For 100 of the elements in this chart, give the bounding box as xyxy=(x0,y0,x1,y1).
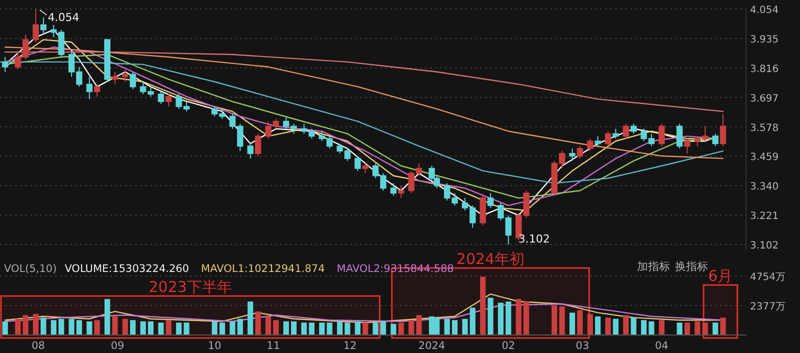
bar xyxy=(506,301,512,335)
bar xyxy=(372,322,378,335)
x-tick-label: 10 xyxy=(208,340,222,352)
band-label: 2023下半年 xyxy=(148,278,232,296)
bar xyxy=(577,310,583,335)
bar xyxy=(166,320,172,335)
x-tick-label: 08 xyxy=(32,340,46,352)
bar xyxy=(219,322,226,335)
bar xyxy=(720,318,726,335)
bar xyxy=(380,321,386,335)
bar xyxy=(694,321,700,335)
bar xyxy=(648,321,654,335)
line-series xyxy=(4,46,724,160)
bar xyxy=(462,318,468,335)
bar xyxy=(612,318,619,335)
bar xyxy=(76,320,82,335)
bar xyxy=(623,315,629,335)
x-tick-label: 03 xyxy=(576,340,590,352)
bar xyxy=(569,312,576,335)
bar xyxy=(230,321,236,335)
bar xyxy=(158,322,164,335)
bar xyxy=(488,298,494,335)
bar xyxy=(40,318,46,335)
bar xyxy=(308,322,314,335)
bar xyxy=(112,316,118,335)
text: 换指标 xyxy=(675,260,708,273)
y-tick-label: 3.340 xyxy=(750,182,779,193)
annotation: 4.054 xyxy=(48,11,80,24)
annotation: 3.102 xyxy=(518,232,550,246)
band-label: 2024年初 xyxy=(456,250,525,268)
x-tick-label: 04 xyxy=(655,340,669,352)
x-tick-label: 02 xyxy=(502,340,516,352)
y-tick-label: 3.459 xyxy=(750,152,779,164)
bar xyxy=(326,322,332,335)
y-tick-label: 2377万 xyxy=(750,302,786,312)
bar xyxy=(184,322,190,335)
bar xyxy=(658,320,664,335)
bar xyxy=(416,315,422,335)
bar xyxy=(676,322,682,335)
bar xyxy=(498,302,504,335)
bar xyxy=(68,318,74,335)
bar xyxy=(122,318,128,335)
y-tick-label: 3.221 xyxy=(750,211,779,222)
bar xyxy=(408,320,414,335)
bar xyxy=(702,322,708,335)
bar xyxy=(605,318,611,335)
bar xyxy=(58,318,64,335)
bar xyxy=(712,322,718,335)
bar xyxy=(552,305,558,335)
bar xyxy=(212,321,218,335)
bar xyxy=(32,314,39,335)
bar xyxy=(15,318,21,335)
bar xyxy=(140,321,146,335)
text: MAVOL2:9315844.588 xyxy=(336,263,454,275)
bar xyxy=(301,322,307,335)
bar xyxy=(641,320,647,335)
bar xyxy=(86,321,92,335)
bar xyxy=(336,321,343,335)
bar xyxy=(480,276,486,335)
bar xyxy=(130,320,136,335)
x-tick-label: 12 xyxy=(343,340,357,352)
chart-title: VOL(5,10) xyxy=(4,263,57,275)
y-tick-label: 3.935 xyxy=(750,34,779,46)
bar xyxy=(354,321,360,335)
bar xyxy=(176,322,182,335)
x-tick-label: 11 xyxy=(266,340,280,352)
bar xyxy=(273,320,279,335)
bar xyxy=(265,316,272,335)
bar xyxy=(344,322,350,335)
bar xyxy=(248,301,254,335)
bar xyxy=(319,322,325,335)
y-tick-label: 3.697 xyxy=(750,93,779,104)
bar xyxy=(630,318,636,335)
y-tick-label: 3.102 xyxy=(750,240,779,252)
band-label: 6月 xyxy=(708,267,733,285)
bar xyxy=(684,322,690,335)
bar xyxy=(94,320,100,335)
bar xyxy=(444,318,450,335)
x-tick-label: 2024 xyxy=(418,340,446,352)
bar xyxy=(595,316,601,335)
bar xyxy=(22,315,28,335)
y-tick-label: 4.054 xyxy=(750,5,779,16)
bar xyxy=(255,311,261,335)
text: 加指标 xyxy=(637,260,670,273)
y-tick-label: 4754万 xyxy=(750,272,786,283)
line-series xyxy=(0,61,724,184)
bar xyxy=(237,318,243,335)
bar xyxy=(291,321,297,335)
text: MAVOL1:10212941.874 xyxy=(201,263,326,275)
text: VOLUME:15303224.260 xyxy=(64,263,190,275)
y-tick-label: 3.578 xyxy=(750,122,779,134)
bar xyxy=(559,306,565,335)
bar xyxy=(516,299,522,335)
bar xyxy=(104,299,110,335)
bar xyxy=(2,321,8,335)
x-tick-label: 09 xyxy=(110,340,124,352)
bar xyxy=(398,322,404,335)
bar xyxy=(50,320,56,335)
bar xyxy=(390,324,396,335)
bar xyxy=(523,301,530,335)
